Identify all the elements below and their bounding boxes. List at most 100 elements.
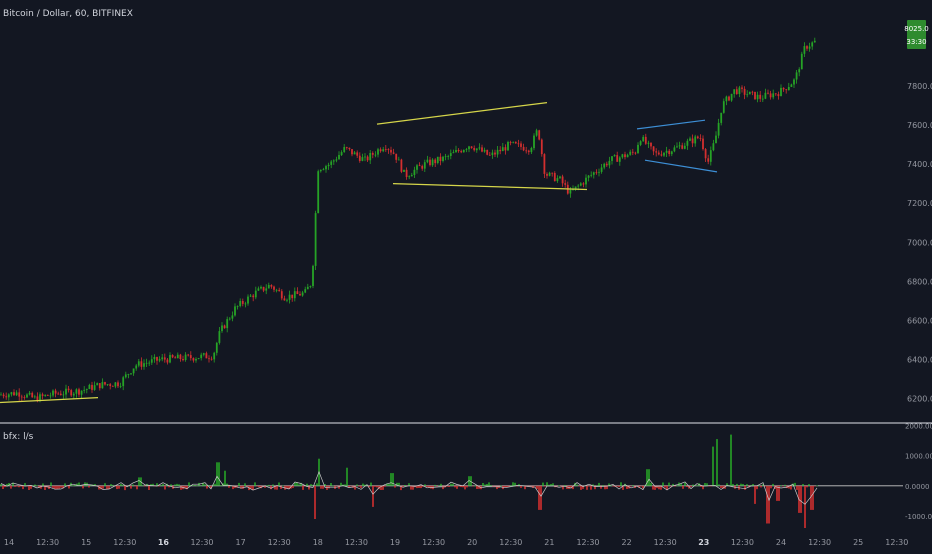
oscillator-bar xyxy=(804,485,806,528)
candle-body xyxy=(135,365,138,369)
candle-body xyxy=(390,149,392,153)
oscillator-bar xyxy=(594,485,596,490)
candle-body xyxy=(405,169,408,177)
candle-body xyxy=(629,151,632,155)
oscillator-bar xyxy=(552,483,554,486)
candle-body xyxy=(59,393,62,396)
oscillator-bar xyxy=(304,485,306,487)
oscillator-axis[interactable]: 2000.0000 1000.0000 0.0000 -1000.0000 xyxy=(905,423,932,521)
trendline-drawings[interactable] xyxy=(0,102,718,404)
candle-body xyxy=(741,87,743,89)
oscillator-bar xyxy=(468,476,470,486)
oscillator-bar xyxy=(8,483,10,486)
oscillator-bar xyxy=(390,473,392,486)
oscillator-bar xyxy=(704,483,706,486)
oscillator-bar xyxy=(256,485,258,487)
candle-body xyxy=(36,396,39,402)
candle-body xyxy=(592,172,595,175)
candle-body xyxy=(15,392,18,396)
oscillator-bar xyxy=(356,484,358,486)
oscillator-bar xyxy=(98,485,100,490)
trendline-yellow[interactable] xyxy=(392,183,588,191)
time-axis[interactable]: 14 12:30 15 12:30 16 12:30 17 12:30 18 12:30 19 12:… xyxy=(4,538,908,547)
time-tick-label: 14 xyxy=(4,538,14,547)
candle-body xyxy=(179,354,182,359)
candle-body xyxy=(787,87,790,91)
candle-body xyxy=(145,362,148,364)
candle-body xyxy=(192,358,195,361)
oscillator-bar xyxy=(158,485,160,487)
oscillator-bar xyxy=(272,484,274,486)
candle-body xyxy=(408,176,411,178)
trendline-blue[interactable] xyxy=(644,159,718,173)
oscillator-bar xyxy=(74,484,76,486)
oscillator-bar xyxy=(666,485,668,490)
candle-body xyxy=(122,377,125,387)
candle-body xyxy=(637,144,639,154)
candle-body xyxy=(774,93,777,95)
oscillator-bar xyxy=(370,482,372,486)
oscillator-bar xyxy=(686,485,688,487)
candle-body xyxy=(696,136,699,139)
oscillator-bar xyxy=(130,485,132,489)
oscillator-bar xyxy=(806,485,808,488)
trendline-blue[interactable] xyxy=(636,119,706,130)
oscillator-bar xyxy=(238,482,240,486)
candle-body xyxy=(351,149,353,155)
oscillator-bar xyxy=(410,485,412,490)
candle-body xyxy=(483,149,486,152)
oscillator-bar xyxy=(64,483,66,486)
candle-body xyxy=(288,294,291,300)
candle-body xyxy=(499,149,502,152)
oscillator-bar xyxy=(438,485,440,486)
oscillator-bar xyxy=(728,484,730,486)
oscillator-bar xyxy=(56,485,58,490)
candle-body xyxy=(171,355,174,358)
candle-body xyxy=(642,136,645,142)
oscillator-bar xyxy=(138,477,140,486)
candle-body xyxy=(202,353,205,355)
oscillator-bar xyxy=(436,485,438,487)
oscillator-bar xyxy=(306,483,308,486)
candle-body xyxy=(527,150,530,153)
time-tick-label: 17 xyxy=(236,538,246,547)
oscillator-bar xyxy=(282,485,284,487)
oscillator-bar xyxy=(762,484,764,486)
symbol-title[interactable]: Bitcoin / Dollar, 60, BITFINEX xyxy=(3,9,133,19)
oscillator-bar xyxy=(326,485,328,490)
oscillator-bar xyxy=(72,485,74,487)
candle-body xyxy=(444,156,447,158)
price-axis[interactable]: 6200.0 6400.0 6600.0 6800.0 7000.0 7200.0 7400… xyxy=(907,82,932,404)
oscillator-bar xyxy=(174,484,176,486)
candle-body xyxy=(447,156,450,157)
candle-body xyxy=(345,147,348,148)
oscillator-bar xyxy=(706,483,708,486)
oscillator-bar xyxy=(448,485,450,487)
candle-body xyxy=(150,359,153,363)
candle-body xyxy=(23,397,26,398)
oscillator-bar xyxy=(134,485,136,487)
candle-body xyxy=(104,382,106,385)
indicator-title[interactable]: bfx: l/s xyxy=(3,432,34,442)
oscillator-bar xyxy=(54,485,56,490)
trendline-yellow[interactable] xyxy=(0,397,99,404)
oscillator-bar xyxy=(364,484,366,486)
trendline-yellow[interactable] xyxy=(376,102,548,125)
oscillator-bar xyxy=(268,484,270,486)
candle-body xyxy=(247,296,249,304)
oscillator-bar xyxy=(616,485,618,487)
candle-body xyxy=(291,294,294,299)
oscillator-bar xyxy=(588,485,590,487)
last-price-label: 8025.0 xyxy=(904,25,929,33)
oscillator-bar xyxy=(202,482,204,486)
candle-body xyxy=(806,46,808,49)
oscillator-bar xyxy=(116,485,118,490)
candle-body xyxy=(699,138,702,139)
candle-body xyxy=(374,154,377,156)
candle-body xyxy=(182,359,184,361)
candle-body xyxy=(735,89,738,94)
oscillator-bars xyxy=(0,434,903,528)
